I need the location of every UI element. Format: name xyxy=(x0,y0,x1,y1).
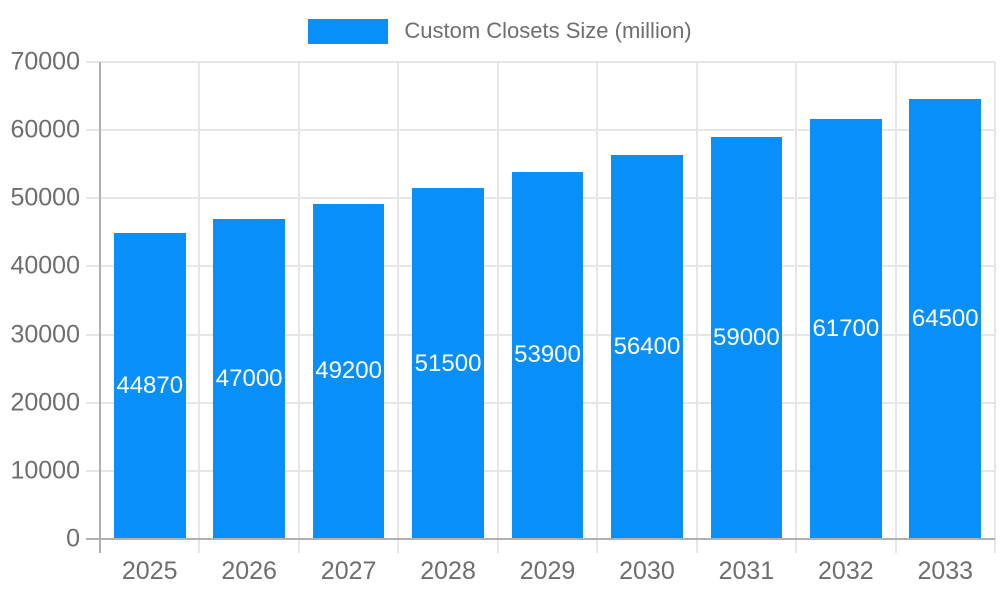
v-gridline xyxy=(198,62,201,553)
x-axis-tick-label: 2031 xyxy=(718,557,775,585)
y-axis-tick-label: 0 xyxy=(66,524,80,553)
y-axis-tick-label: 40000 xyxy=(10,251,80,280)
v-gridline xyxy=(596,62,599,553)
bar-value-label: 47000 xyxy=(215,364,283,392)
bar-value-label: 56400 xyxy=(613,332,681,360)
x-axis-tick-label: 2033 xyxy=(917,557,974,585)
bar xyxy=(710,136,783,539)
bar-value-label: 51500 xyxy=(414,349,482,377)
h-gridline xyxy=(86,129,995,132)
x-axis-tick-label: 2027 xyxy=(320,557,377,585)
y-axis-tick-label: 10000 xyxy=(10,456,80,485)
y-axis-line xyxy=(99,62,101,553)
y-axis-tick-label: 60000 xyxy=(10,115,80,144)
bar-value-label: 53900 xyxy=(514,341,581,369)
bar-value-label: 59000 xyxy=(713,323,780,351)
bar-value-label: 49200 xyxy=(315,357,382,385)
legend-label: Custom Closets Size (million) xyxy=(404,18,692,43)
bar xyxy=(511,171,584,539)
y-axis-tick-label: 30000 xyxy=(10,320,80,349)
bar xyxy=(113,233,186,539)
x-axis-tick-label: 2029 xyxy=(519,557,576,585)
bar-value-label: 61700 xyxy=(812,314,880,342)
plot-area: 44870 47000 49200 51500 53900 56400 59000 61700… xyxy=(86,61,996,553)
bar xyxy=(213,218,285,539)
y-axis-tick-label: 20000 xyxy=(10,388,80,417)
bar-value-label: 44870 xyxy=(116,372,184,400)
y-axis-tick-label: 70000 xyxy=(10,47,80,76)
v-gridline xyxy=(795,62,798,553)
bar-value-label: 64500 xyxy=(911,305,979,333)
y-axis-tick-label: 50000 xyxy=(10,183,80,212)
v-gridline xyxy=(297,62,300,553)
v-gridline xyxy=(695,62,698,553)
legend: Custom Closets Size (million) xyxy=(0,16,1000,46)
bar xyxy=(909,99,982,539)
h-gridline xyxy=(86,61,995,63)
x-axis-tick-label: 2030 xyxy=(619,557,675,585)
x-axis-tick-label: 2028 xyxy=(420,557,476,585)
legend-swatch xyxy=(308,18,389,44)
bar xyxy=(412,188,484,539)
v-gridline xyxy=(496,62,499,553)
x-axis-baseline xyxy=(86,538,995,540)
bar xyxy=(312,203,385,539)
bar xyxy=(810,118,882,539)
v-gridline xyxy=(894,62,897,553)
v-gridline xyxy=(397,62,400,553)
bar xyxy=(611,154,683,539)
v-gridline xyxy=(994,62,996,553)
x-axis-tick-label: 2026 xyxy=(221,557,277,585)
x-axis-tick-label: 2032 xyxy=(818,557,874,585)
x-axis-tick-label: 2025 xyxy=(121,557,178,585)
